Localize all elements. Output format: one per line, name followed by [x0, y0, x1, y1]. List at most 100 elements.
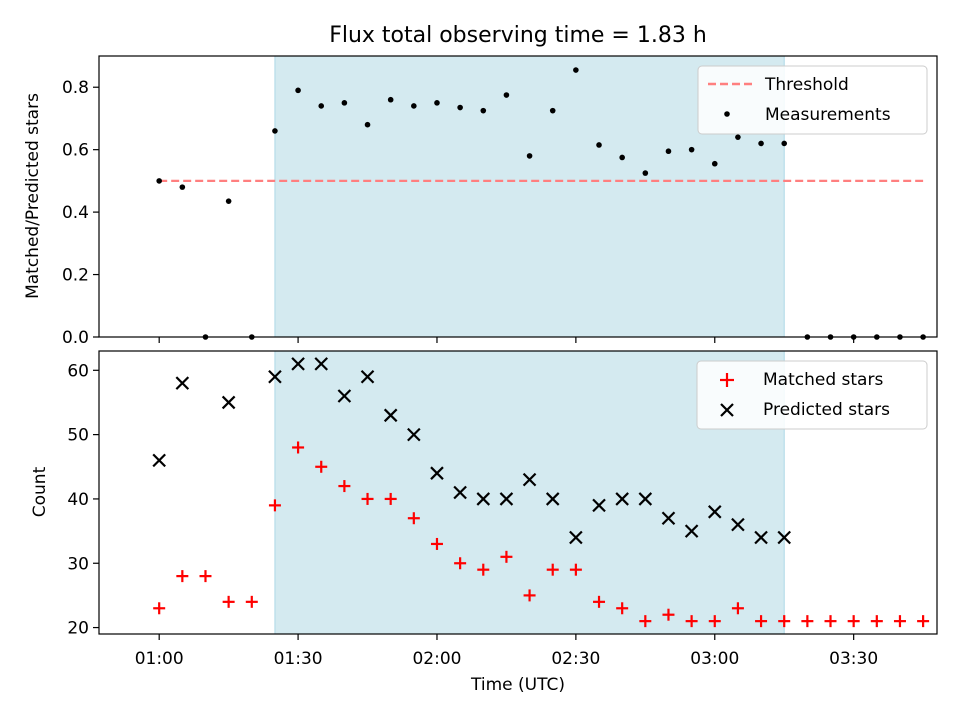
- predicted-star-point: [268, 369, 282, 384]
- measurement-point: [364, 121, 371, 128]
- matched-star-point: [338, 480, 351, 493]
- predicted-star-point: [638, 492, 653, 506]
- matched-star-point: [315, 460, 328, 473]
- matched-star-point: [245, 595, 258, 608]
- matched-star-point: [292, 441, 305, 454]
- matched-star-point: [430, 537, 443, 550]
- matched-star-point: [685, 615, 698, 628]
- matched-star-point: [778, 615, 791, 628]
- predicted-star-point: [731, 517, 745, 532]
- y-tick-label: 40: [67, 490, 89, 510]
- top-x-ticks: [158, 337, 855, 343]
- measurement-point: [758, 140, 764, 147]
- measurement-point: [480, 107, 487, 114]
- matched-star-point: [153, 602, 166, 615]
- y-tick-label: 50: [67, 426, 89, 446]
- measurement-point: [457, 104, 463, 111]
- predicted-star-point: [360, 369, 375, 384]
- bottom-legend: Matched stars Predicted stars: [696, 360, 928, 430]
- legend-matched-label: Matched stars: [763, 370, 883, 390]
- predicted-star-point: [592, 498, 606, 513]
- matched-star-point: [569, 563, 582, 576]
- matched-star-point: [801, 615, 814, 628]
- predicted-star-point: [499, 492, 514, 506]
- matched-star-point: [593, 595, 606, 608]
- measurement-point: [272, 128, 278, 134]
- top-y-ticks: 0.0 0.2 0.4 0.6 0.8: [62, 78, 99, 348]
- bottom-y-axis-label: Count: [30, 466, 50, 517]
- matched-star-point: [731, 602, 744, 615]
- legend-predicted-label: Predicted stars: [763, 400, 890, 420]
- measurement-point: [688, 146, 695, 153]
- measurement-point: [225, 198, 232, 204]
- predicted-star-point: [291, 357, 305, 371]
- measurement-point: [295, 87, 301, 94]
- predicted-star-point: [661, 511, 676, 526]
- measurement-point: [434, 100, 440, 106]
- matched-star-point: [639, 615, 652, 628]
- measurement-point: [642, 170, 649, 176]
- y-tick-label: 0.2: [62, 266, 89, 286]
- measurement-point: [341, 100, 348, 106]
- x-tick-label: 02:30: [551, 649, 600, 669]
- matched-star-point: [384, 492, 397, 505]
- predicted-star-point: [615, 492, 629, 506]
- x-tick-label: 03:30: [829, 649, 878, 669]
- legend-threshold-label: Threshold: [764, 75, 849, 95]
- bottom-y-ticks: 20 30 40 50 60: [67, 361, 99, 639]
- matched-star-point: [755, 615, 768, 628]
- bottom-plot-frame: [98, 350, 938, 635]
- measurement-point: [549, 107, 556, 114]
- legend-measurements-label: Measurements: [765, 105, 891, 125]
- y-tick-label: 60: [67, 361, 89, 381]
- predicted-star-point: [545, 492, 560, 506]
- matched-star-point: [477, 563, 490, 576]
- measurement-point: [526, 153, 533, 159]
- measurement-point: [735, 134, 741, 140]
- matched-star-point: [917, 615, 930, 628]
- predicted-star-point: [314, 357, 329, 371]
- measurement-point: [503, 92, 510, 98]
- bottom-panel: 20 30 40 50 60 01:00 01:30 02:00 02:30 03:00 03:3…: [30, 350, 938, 695]
- top-plot-frame: [98, 55, 938, 338]
- predicted-stars-points: [152, 357, 791, 545]
- predicted-star-point: [337, 389, 352, 403]
- measurement-point: [387, 96, 394, 103]
- matched-star-point: [870, 615, 883, 628]
- matched-star-point: [500, 550, 513, 563]
- matched-stars-points: [153, 441, 930, 628]
- x-tick-label: 01:00: [135, 649, 184, 669]
- y-tick-label: 30: [67, 554, 89, 574]
- predicted-star-point: [407, 427, 421, 442]
- chart-title: Flux total observing time = 1.83 h: [329, 23, 707, 48]
- y-tick-label: 20: [67, 619, 89, 639]
- legend-predicted-swatch: [720, 403, 734, 417]
- measurement-point: [411, 103, 417, 109]
- predicted-star-point: [522, 472, 537, 487]
- y-tick-label: 0.0: [62, 328, 89, 348]
- top-panel: 0.00.20.40.60.8 Matched/Predicted stars …: [23, 55, 938, 348]
- measurement-point: [179, 184, 186, 190]
- legend-matched-swatch: [720, 373, 734, 387]
- measurement-point: [665, 148, 672, 155]
- predicted-star-point: [476, 492, 491, 506]
- matched-star-point: [546, 563, 559, 576]
- measurement-point: [156, 178, 162, 184]
- x-axis-label: Time (UTC): [470, 675, 565, 695]
- predicted-star-point: [152, 453, 166, 468]
- matched-star-point: [824, 615, 837, 628]
- predicted-star-point: [569, 530, 583, 545]
- matched-star-point: [199, 570, 212, 583]
- measurement-point: [711, 160, 718, 167]
- matched-star-point: [847, 615, 860, 628]
- x-tick-label: 03:00: [690, 649, 739, 669]
- measurement-point: [318, 103, 325, 109]
- matched-star-point: [708, 615, 721, 628]
- y-tick-label: 0.6: [62, 141, 89, 161]
- matched-star-point: [454, 557, 467, 570]
- measurement-point: [781, 140, 788, 147]
- y-tick-label: 0.4: [62, 203, 89, 223]
- predicted-star-point: [777, 530, 791, 545]
- bottom-x-ticks: 01:00 01:30 02:00 02:30 03:00 03:30: [135, 634, 878, 669]
